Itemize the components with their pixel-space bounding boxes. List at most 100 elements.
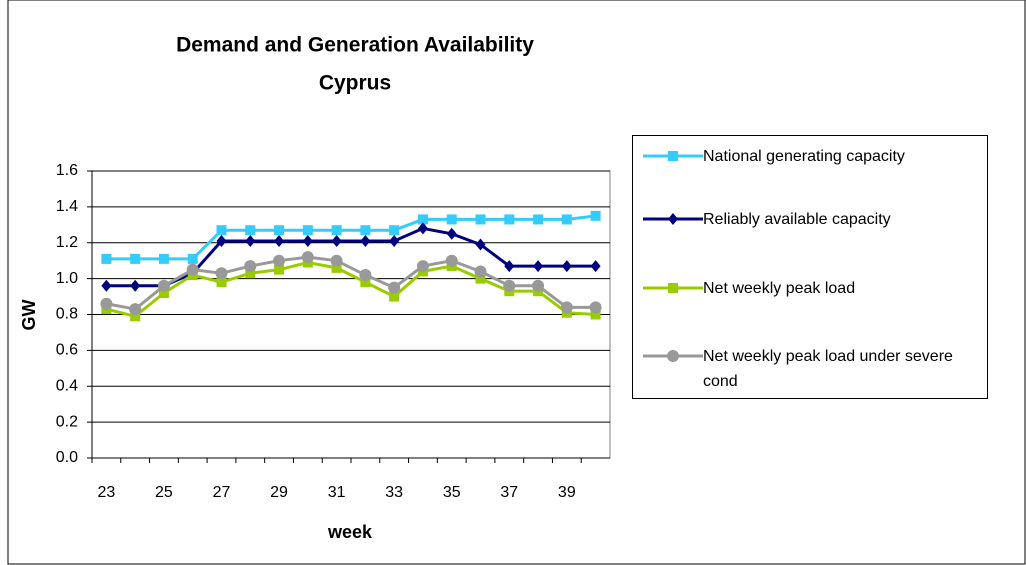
marker <box>186 263 199 276</box>
marker <box>130 279 141 292</box>
marker <box>245 234 256 247</box>
marker <box>503 279 516 292</box>
marker <box>417 222 428 235</box>
marker <box>504 214 515 225</box>
marker <box>330 254 343 267</box>
marker <box>474 265 487 278</box>
marker <box>274 225 285 236</box>
marker <box>360 277 371 288</box>
marker <box>533 260 544 273</box>
y-tick-label: 1.6 <box>56 162 78 179</box>
y-tick-label: 1.2 <box>56 234 78 251</box>
legend-label: Reliably available capacity <box>703 211 891 228</box>
marker <box>532 279 545 292</box>
x-tick-label: 25 <box>155 484 173 501</box>
marker <box>445 254 458 267</box>
marker <box>101 253 112 264</box>
marker <box>273 254 286 267</box>
marker <box>216 277 227 288</box>
marker <box>668 213 678 225</box>
y-tick-label: 0.6 <box>56 342 78 359</box>
marker <box>302 225 313 236</box>
x-tick-label: 35 <box>443 484 461 501</box>
marker <box>475 273 486 284</box>
marker <box>388 281 401 294</box>
legend-swatch <box>643 151 703 161</box>
marker <box>157 279 170 292</box>
y-axis-label: GW <box>19 299 39 330</box>
marker <box>158 287 169 298</box>
marker <box>416 260 429 273</box>
legend-entry: Net weekly peak load under severe cond <box>641 344 981 394</box>
x-tick-label: 23 <box>97 484 115 501</box>
marker <box>560 301 573 314</box>
legend-label: Net weekly peak load under severe cond <box>703 348 953 390</box>
marker <box>446 227 457 240</box>
marker <box>668 151 678 161</box>
marker <box>158 253 169 264</box>
x-tick-label: 39 <box>558 484 576 501</box>
legend-swatch <box>643 213 703 225</box>
x-tick-label: 33 <box>385 484 403 501</box>
y-tick-label: 1.4 <box>56 198 78 215</box>
legend-label: Net weekly peak load <box>703 280 856 297</box>
marker <box>130 311 141 322</box>
marker <box>590 260 601 273</box>
marker <box>245 225 256 236</box>
marker <box>216 225 227 236</box>
marker <box>446 214 457 225</box>
marker <box>360 234 371 247</box>
y-tick-label: 1.0 <box>56 270 78 287</box>
marker <box>561 214 572 225</box>
marker <box>130 253 141 264</box>
marker <box>274 234 285 247</box>
marker <box>129 303 142 316</box>
legend-entry: Net weekly peak load <box>641 276 981 301</box>
marker <box>668 283 678 293</box>
marker <box>359 269 372 282</box>
legend-entry: National generating capacity <box>641 144 981 169</box>
legend: National generating capacity Reliably ava… <box>632 135 988 399</box>
y-tick-label: 0.4 <box>56 377 78 394</box>
x-tick-label: 29 <box>270 484 288 501</box>
marker <box>245 268 256 279</box>
legend-swatch <box>643 350 703 362</box>
x-tick-label: 31 <box>328 484 346 501</box>
legend-swatch <box>643 283 703 293</box>
marker <box>504 260 515 273</box>
marker <box>389 225 400 236</box>
marker <box>187 253 198 264</box>
marker <box>331 234 342 247</box>
marker <box>475 214 486 225</box>
marker <box>389 291 400 302</box>
legend-entry: Reliably available capacity <box>641 207 981 232</box>
x-tick-label: 27 <box>213 484 231 501</box>
marker <box>100 297 113 310</box>
chart-title: Demand and Generation Availability <box>176 34 534 57</box>
chart-subtitle: Cyprus <box>319 72 391 95</box>
marker <box>331 225 342 236</box>
marker <box>244 260 257 273</box>
x-tick-label: 37 <box>500 484 518 501</box>
marker <box>589 301 602 314</box>
marker <box>417 214 428 225</box>
marker <box>360 225 371 236</box>
marker <box>302 234 313 247</box>
marker <box>216 234 227 247</box>
x-axis-label: week <box>327 522 373 542</box>
marker <box>533 214 544 225</box>
marker <box>667 350 679 362</box>
marker <box>590 309 601 320</box>
marker <box>274 264 285 275</box>
marker <box>301 251 314 264</box>
legend-label: National generating capacity <box>703 148 905 165</box>
marker <box>215 267 228 280</box>
marker <box>389 234 400 247</box>
marker <box>101 279 112 292</box>
marker <box>331 262 342 273</box>
marker <box>475 238 486 251</box>
marker <box>561 260 572 273</box>
y-tick-label: 0.0 <box>56 449 78 466</box>
y-tick-label: 0.2 <box>56 413 78 430</box>
